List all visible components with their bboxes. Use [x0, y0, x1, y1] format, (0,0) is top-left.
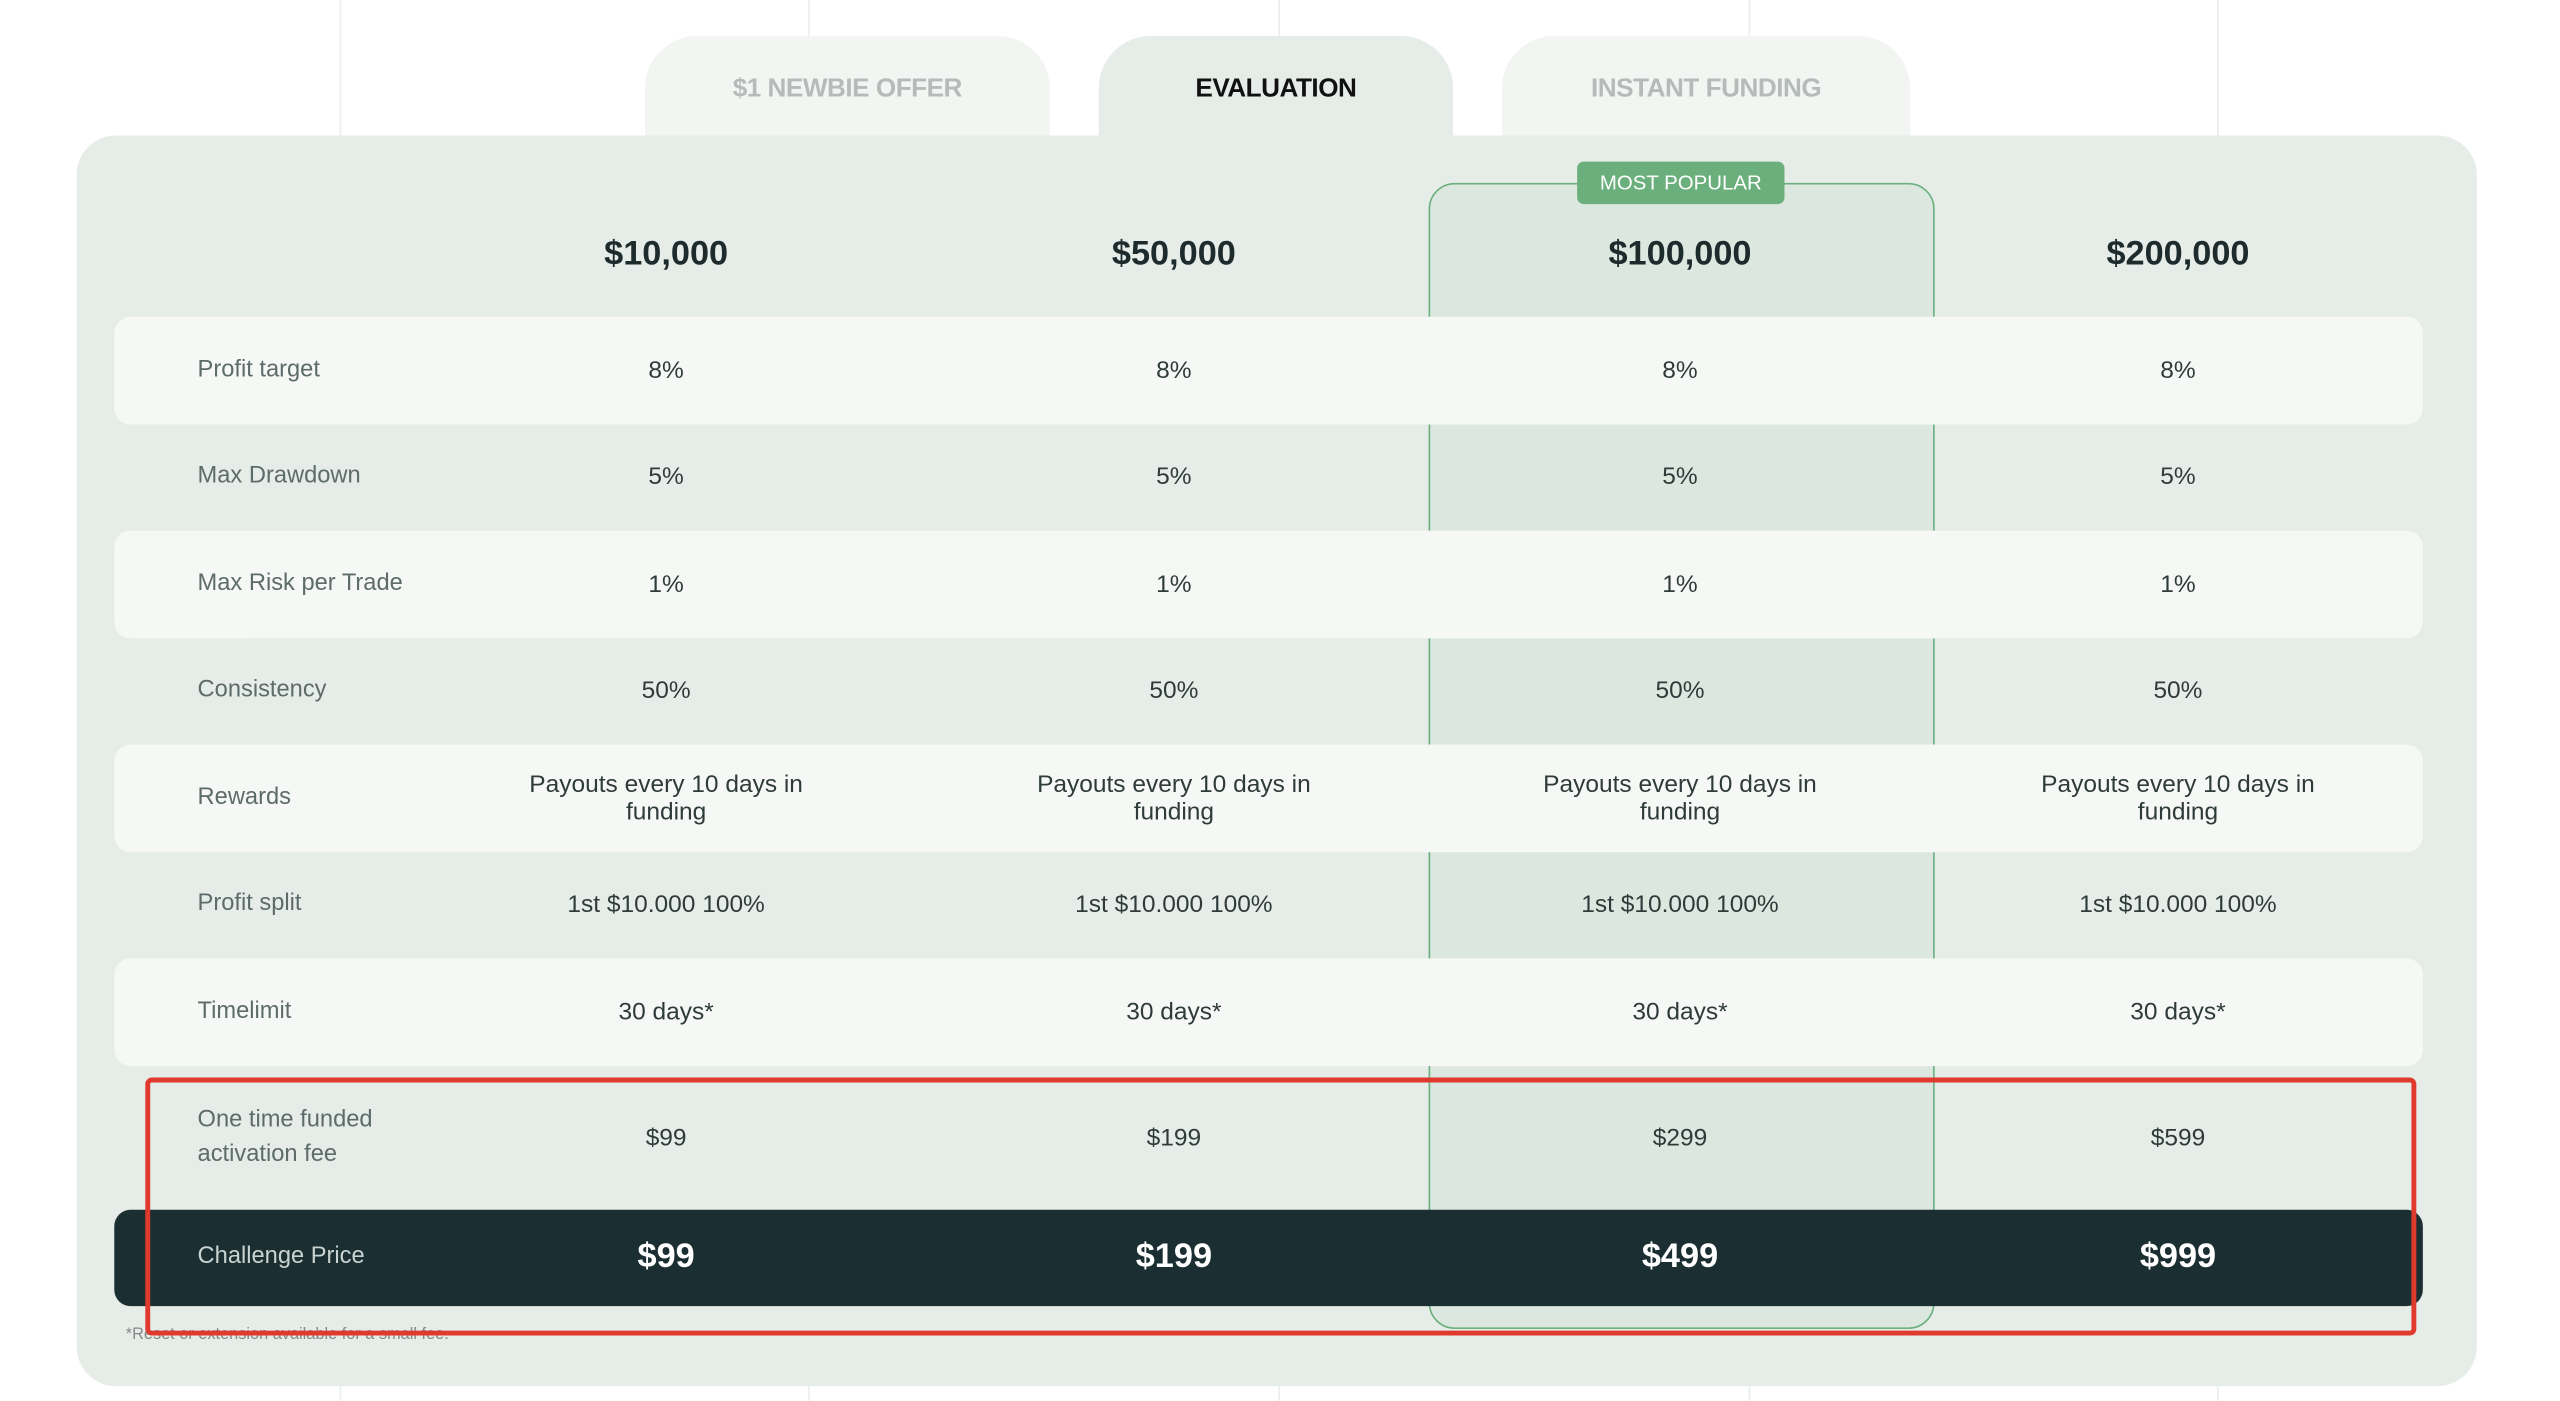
cell: 50% — [2153, 677, 2203, 705]
cell: 8% — [1662, 356, 1698, 385]
cell: 30 days* — [618, 997, 714, 1026]
cell: Payouts every 10 days in funding — [1037, 770, 1311, 826]
cell: 1% — [1156, 570, 1192, 598]
cell: 1st $10.000 100% — [2079, 891, 2277, 919]
cell: Payouts every 10 days in funding — [2041, 770, 2315, 826]
cell: 5% — [648, 463, 684, 492]
cell: 50% — [1149, 677, 1199, 705]
cell: 1st $10.000 100% — [1581, 891, 1779, 919]
tab-label[interactable]: EVALUATION — [1195, 75, 1357, 103]
cell: 1st $10.000 100% — [1075, 891, 1273, 919]
row-bg — [114, 958, 2423, 1066]
plan-header: $100,000 — [1608, 235, 1752, 273]
cell: 8% — [2160, 356, 2196, 385]
cell: Payouts every 10 days in funding — [1543, 770, 1817, 826]
row-label: Max Risk per Trade — [197, 570, 403, 597]
tab-active[interactable]: EVALUATION — [1098, 35, 1454, 151]
row-label: Consistency — [197, 677, 327, 704]
row-label: Rewards — [197, 784, 291, 811]
cell: Payouts every 10 days in funding — [529, 770, 803, 826]
row-label: Timelimit — [197, 997, 292, 1025]
cell: 50% — [1655, 677, 1705, 705]
row-label: Profit split — [197, 891, 302, 918]
row-label: Profit target — [197, 356, 320, 383]
cell: $99 — [645, 1123, 687, 1152]
cell: 1% — [1662, 570, 1698, 598]
cell: 8% — [648, 356, 684, 385]
cell: 30 days* — [1632, 997, 1728, 1026]
row-bg — [114, 744, 2423, 852]
price: $999 — [2139, 1237, 2217, 1276]
cell: 1% — [2160, 570, 2196, 598]
cell: $199 — [1146, 1123, 1202, 1152]
row-label: Challenge Price — [197, 1243, 365, 1270]
plan-header: $200,000 — [2106, 235, 2250, 273]
cell: 1% — [648, 570, 684, 598]
row-label: One time funded activation fee — [197, 1106, 373, 1167]
cell: 5% — [1662, 463, 1698, 492]
cell: 5% — [1156, 463, 1192, 492]
cell: $599 — [2150, 1123, 2206, 1152]
row-bg — [114, 530, 2423, 638]
challenge-row — [114, 1209, 2423, 1307]
cell: 50% — [641, 677, 691, 705]
badge: MOST POPULAR — [1577, 161, 1785, 205]
tab[interactable]: INSTANT FUNDING — [1502, 35, 1911, 151]
cell: 30 days* — [1126, 997, 1222, 1026]
badge-text: MOST POPULAR — [1599, 171, 1762, 195]
cell: 1st $10.000 100% — [567, 891, 765, 919]
plan-header: $50,000 — [1111, 235, 1236, 273]
row-bg — [114, 316, 2423, 424]
plan-header: $10,000 — [604, 235, 729, 273]
price: $499 — [1641, 1237, 1719, 1276]
cell: 5% — [2160, 463, 2196, 492]
price: $199 — [1135, 1237, 1213, 1276]
price: $99 — [637, 1237, 695, 1276]
cell: 30 days* — [2130, 997, 2226, 1026]
cell: $299 — [1652, 1123, 1708, 1152]
tab[interactable]: $1 NEWBIE OFFER — [644, 35, 1050, 151]
highlight-box — [145, 1077, 2417, 1336]
row-label: Max Drawdown — [197, 463, 361, 490]
cell: 8% — [1156, 356, 1192, 385]
tab-label[interactable]: INSTANT FUNDING — [1591, 75, 1822, 103]
tab-label[interactable]: $1 NEWBIE OFFER — [732, 75, 963, 103]
